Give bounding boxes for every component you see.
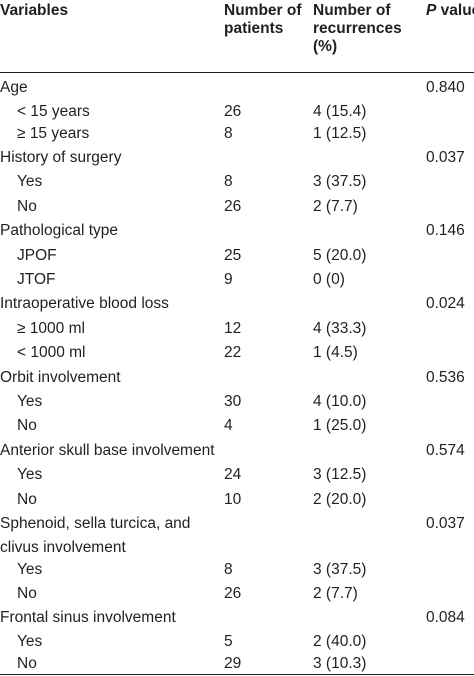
table-row: JTOF 9 0 (0): [0, 268, 474, 292]
header-rule: [0, 72, 474, 73]
table-row: Pathological type 0.146: [0, 219, 474, 243]
table-row: Sphenoid, sella turcica, and clivus invo…: [0, 512, 474, 560]
table-bottom-rule: [0, 674, 474, 675]
p-value-cell: 0.536: [426, 369, 465, 386]
recurrences-cell: 3 (12.5): [313, 466, 367, 483]
table-row: Yes 5 2 (40.0): [0, 630, 474, 654]
table-row: ≥ 1000 ml 12 4 (33.3): [0, 317, 474, 341]
patients-cell: 9: [224, 271, 233, 288]
recurrences-cell: 4 (15.4): [313, 103, 367, 120]
table-row: No 10 2 (20.0): [0, 488, 474, 512]
table-row: Orbit involvement 0.536: [0, 366, 474, 390]
recurrences-cell: 3 (37.5): [313, 561, 367, 578]
recurrences-cell: 4 (33.3): [313, 320, 367, 337]
patients-cell: 10: [224, 491, 242, 508]
table-row: < 15 years 26 4 (15.4): [0, 100, 474, 124]
patients-cell: 8: [224, 561, 233, 578]
p-value-cell: 0.084: [426, 609, 465, 626]
patients-cell: 29: [224, 655, 242, 672]
table-row: Yes 30 4 (10.0): [0, 390, 474, 414]
table-row: Yes 8 3 (37.5): [0, 170, 474, 194]
p-value-cell: 0.037: [426, 515, 465, 532]
patients-cell: 30: [224, 393, 242, 410]
table-row: Age 0.840: [0, 76, 474, 100]
table-row: Anterior skull base involvement 0.574: [0, 439, 474, 463]
variable-cell: History of surgery: [0, 149, 122, 166]
variable-cell: Orbit involvement: [0, 369, 121, 386]
header-p-italic: P: [426, 2, 437, 19]
variable-cell: No: [17, 655, 37, 672]
patients-cell: 12: [224, 320, 242, 337]
variable-cell: Anterior skull base involvement: [0, 442, 215, 459]
variable-cell: ≥ 1000 ml: [17, 320, 85, 337]
patients-cell: 22: [224, 344, 242, 361]
patients-cell: 25: [224, 247, 242, 264]
patients-cell: 8: [224, 125, 233, 142]
variable-cell: Sphenoid, sella turcica, and clivus invo…: [0, 515, 191, 556]
recurrences-cell: 2 (40.0): [313, 633, 367, 650]
table-row: Intraoperative blood loss 0.024: [0, 292, 474, 316]
recurrences-cell: 5 (20.0): [313, 247, 367, 264]
recurrences-cell: 1 (12.5): [313, 125, 367, 142]
recurrences-cell: 2 (20.0): [313, 491, 367, 508]
table-row: No 4 1 (25.0): [0, 414, 474, 438]
variable-cell: Age: [0, 79, 28, 96]
variable-cell: No: [17, 417, 37, 434]
header-p-rest: value: [440, 2, 474, 19]
variable-cell: ≥ 15 years: [17, 125, 90, 142]
table-row: ≥ 15 years 8 1 (12.5): [0, 122, 474, 146]
variable-cell: Yes: [17, 466, 43, 483]
variable-cell: Pathological type: [0, 222, 119, 239]
p-value-cell: 0.024: [426, 295, 465, 312]
header-recurrences: Number of recurrences (%): [313, 2, 402, 55]
variable-cell: Yes: [17, 633, 43, 650]
table-row: < 1000 ml 22 1 (4.5): [0, 341, 474, 365]
p-value-cell: 0.037: [426, 149, 465, 166]
variable-cell: Frontal sinus involvement: [0, 609, 176, 626]
p-value-cell: 0.574: [426, 442, 465, 459]
variable-cell: No: [17, 491, 37, 508]
variable-cell: No: [17, 198, 37, 215]
patients-cell: 26: [224, 198, 242, 215]
patients-cell: 24: [224, 466, 242, 483]
recurrences-cell: 2 (7.7): [313, 585, 358, 602]
p-value-cell: 0.146: [426, 222, 465, 239]
recurrences-cell: 3 (37.5): [313, 173, 367, 190]
recurrences-cell: 1 (4.5): [313, 344, 358, 361]
recurrences-cell: 2 (7.7): [313, 198, 358, 215]
variable-cell: Yes: [17, 561, 43, 578]
variable-cell: No: [17, 585, 37, 602]
patients-cell: 8: [224, 173, 233, 190]
p-value-cell: 0.840: [426, 79, 465, 96]
recurrences-cell: 0 (0): [313, 271, 345, 288]
table-row: History of surgery 0.037: [0, 146, 474, 170]
recurrences-cell: 3 (10.3): [313, 655, 367, 672]
header-variables: Variables: [0, 2, 69, 19]
header-patients: Number of patients: [224, 2, 302, 37]
recurrences-cell: 1 (25.0): [313, 417, 367, 434]
recurrences-cell: 4 (10.0): [313, 393, 367, 410]
table-row: JPOF 25 5 (20.0): [0, 244, 474, 268]
variable-cell: JPOF: [17, 247, 57, 264]
patients-cell: 26: [224, 103, 242, 120]
variable-cell: < 1000 ml: [17, 344, 86, 361]
table-row: Frontal sinus involvement 0.084: [0, 606, 474, 630]
table-row: Yes 24 3 (12.5): [0, 463, 474, 487]
patients-cell: 4: [224, 417, 233, 434]
variable-cell: Yes: [17, 393, 43, 410]
table-row: Yes 8 3 (37.5): [0, 558, 474, 582]
patients-cell: 5: [224, 633, 233, 650]
variable-cell: JTOF: [17, 271, 56, 288]
table-row: No 29 3 (10.3): [0, 652, 474, 676]
table-row: No 26 2 (7.7): [0, 582, 474, 606]
variable-cell: Intraoperative blood loss: [0, 295, 169, 312]
variable-cell: < 15 years: [17, 103, 90, 120]
header-p-value: P value: [426, 2, 474, 20]
variable-cell: Yes: [17, 173, 43, 190]
table-row: No 26 2 (7.7): [0, 195, 474, 219]
patients-cell: 26: [224, 585, 242, 602]
